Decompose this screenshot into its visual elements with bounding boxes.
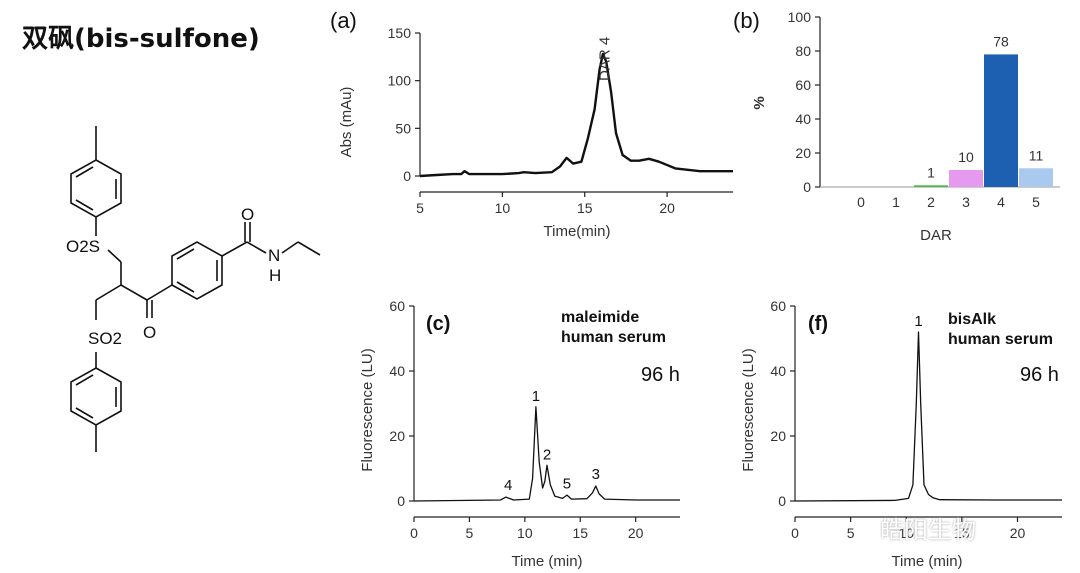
chart-f-legend-line-2: human serum — [948, 331, 1053, 348]
chart-b-category-label: 4 — [997, 194, 1005, 210]
chart-b-bar — [914, 185, 948, 187]
chart-a-xtick-label: 20 — [659, 200, 675, 216]
chart-a: (a) Abs (mAu) Time(min) 0 50 100 150 5 10 15 20… — [330, 8, 733, 240]
chart-f-ytick-label: 40 — [770, 363, 786, 379]
chart-f-xlabel: Time (min) — [891, 553, 962, 570]
chart-b-data-label: 78 — [993, 33, 1009, 49]
chart-a-ytick-label: 50 — [395, 120, 411, 136]
chart-f-series-line — [794, 331, 1062, 502]
amide-oxygen-label: O — [241, 205, 254, 224]
chart-b-category-label: 1 — [892, 194, 900, 210]
chart-c-peak-label: 5 — [563, 476, 571, 493]
chart-c-peak-label: 2 — [543, 446, 551, 463]
chart-c-ytick-label: 40 — [389, 363, 405, 379]
chart-b-bar — [1019, 168, 1053, 187]
chart-b-ytick-label: 60 — [795, 77, 811, 93]
page-title: 双砜(bis-sulfone) — [22, 24, 260, 54]
chart-f-xtick-label: 20 — [1010, 525, 1026, 541]
chart-f-time-label: 96 h — [1020, 364, 1059, 386]
chart-b-ylabel: % — [751, 96, 768, 109]
chart-c-legend-line-1: maleimide — [561, 309, 639, 326]
chart-c-legend-line-2: human serum — [561, 329, 666, 346]
chart-b-category-label: 0 — [857, 194, 865, 210]
chart-f-xtick-label: 15 — [954, 525, 970, 541]
chart-b-ytick-label: 20 — [795, 145, 811, 161]
chart-b-data-label: 1 — [927, 164, 935, 180]
chart-c-time-label: 96 h — [641, 364, 680, 386]
chart-b-bar — [949, 170, 983, 187]
chart-b-ytick-label: 0 — [803, 179, 811, 195]
chart-f-ytick-label: 20 — [770, 428, 786, 444]
chart-b-ytick-label: 100 — [788, 9, 812, 25]
chart-c-ytick-label: 0 — [397, 493, 405, 509]
amide-hydrogen-label: H — [269, 266, 281, 285]
chart-b-data-label: 10 — [958, 149, 974, 165]
chart-a-xtick-label: 15 — [577, 200, 593, 216]
chart-c-xlabel: Time (min) — [511, 553, 582, 570]
chart-b-category-label: 3 — [962, 194, 970, 210]
chart-c-xtick-label: 5 — [466, 525, 474, 541]
chart-b-panel-label: (b) — [733, 8, 760, 33]
chart-f-panel-label: (f) — [808, 313, 828, 335]
chart-c-xtick-label: 20 — [628, 525, 644, 541]
chart-c: (c) Fluorescence (LU) Time (min) maleimi… — [359, 298, 680, 570]
ketone-oxygen-label: O — [143, 323, 156, 342]
chart-f-xtick-label: 10 — [898, 525, 914, 541]
chart-f-xtick-label: 0 — [791, 525, 799, 541]
sulfonyl-label-top: O2S — [66, 237, 100, 256]
chart-c-series-line — [413, 406, 680, 502]
chart-c-ytick-label: 60 — [389, 298, 405, 314]
watermark: 皓阳生物 — [880, 516, 976, 544]
chart-b-category-label: 2 — [927, 194, 935, 210]
chart-a-ytick-label: 100 — [388, 73, 412, 89]
chart-a-xlabel: Time(min) — [544, 223, 611, 240]
chart-b: (b) % DAR 0 20 40 60 80 100 0 1 2 1 3 10 4 78 5 11 — [733, 8, 1060, 244]
chart-b-xlabel: DAR — [920, 227, 952, 244]
chart-c-xtick-label: 0 — [410, 525, 418, 541]
chart-c-peak-label: 4 — [504, 477, 512, 494]
chart-f-ylabel: Fluorescence (LU) — [740, 348, 757, 471]
chart-f-xtick-label: 5 — [847, 525, 855, 541]
chart-c-panel-label: (c) — [426, 313, 450, 335]
chart-c-ylabel: Fluorescence (LU) — [359, 348, 376, 471]
chart-b-bar — [984, 54, 1018, 188]
chart-f: (f) Fluorescence (LU) Time (min) bisAlk … — [740, 298, 1062, 570]
chart-b-ytick-label: 80 — [795, 43, 811, 59]
chart-b-data-label: 11 — [1029, 147, 1044, 163]
chart-a-series-line — [419, 52, 733, 178]
chart-a-xtick-label: 5 — [416, 200, 424, 216]
chart-f-legend-line-1: bisAlk — [948, 311, 996, 328]
chart-b-ytick-label: 40 — [795, 111, 811, 127]
chart-c-ytick-label: 20 — [389, 428, 405, 444]
amide-nitrogen-label: N — [268, 246, 280, 265]
chart-c-peak-label: 1 — [532, 388, 540, 405]
chart-a-ytick-label: 150 — [388, 25, 412, 41]
chart-a-ylabel: Abs (mAu) — [338, 87, 355, 158]
chart-a-ytick-label: 0 — [403, 168, 411, 184]
chart-c-peak-label: 3 — [592, 466, 600, 483]
chart-c-xtick-label: 15 — [572, 525, 588, 541]
bis-sulfone-structure: O2S SO2 O O N H — [66, 126, 321, 452]
chart-f-peak-label: 1 — [914, 313, 922, 330]
chart-b-category-label: 5 — [1032, 194, 1040, 210]
chart-a-panel-label: (a) — [330, 8, 357, 33]
chart-c-xtick-label: 10 — [517, 525, 533, 541]
chart-a-annotation: DAR 4 — [597, 37, 614, 81]
chart-f-ytick-label: 0 — [778, 493, 786, 509]
chart-a-xtick-label: 10 — [495, 200, 511, 216]
sulfonyl-label-bottom: SO2 — [88, 329, 122, 348]
chart-f-ytick-label: 60 — [770, 298, 786, 314]
